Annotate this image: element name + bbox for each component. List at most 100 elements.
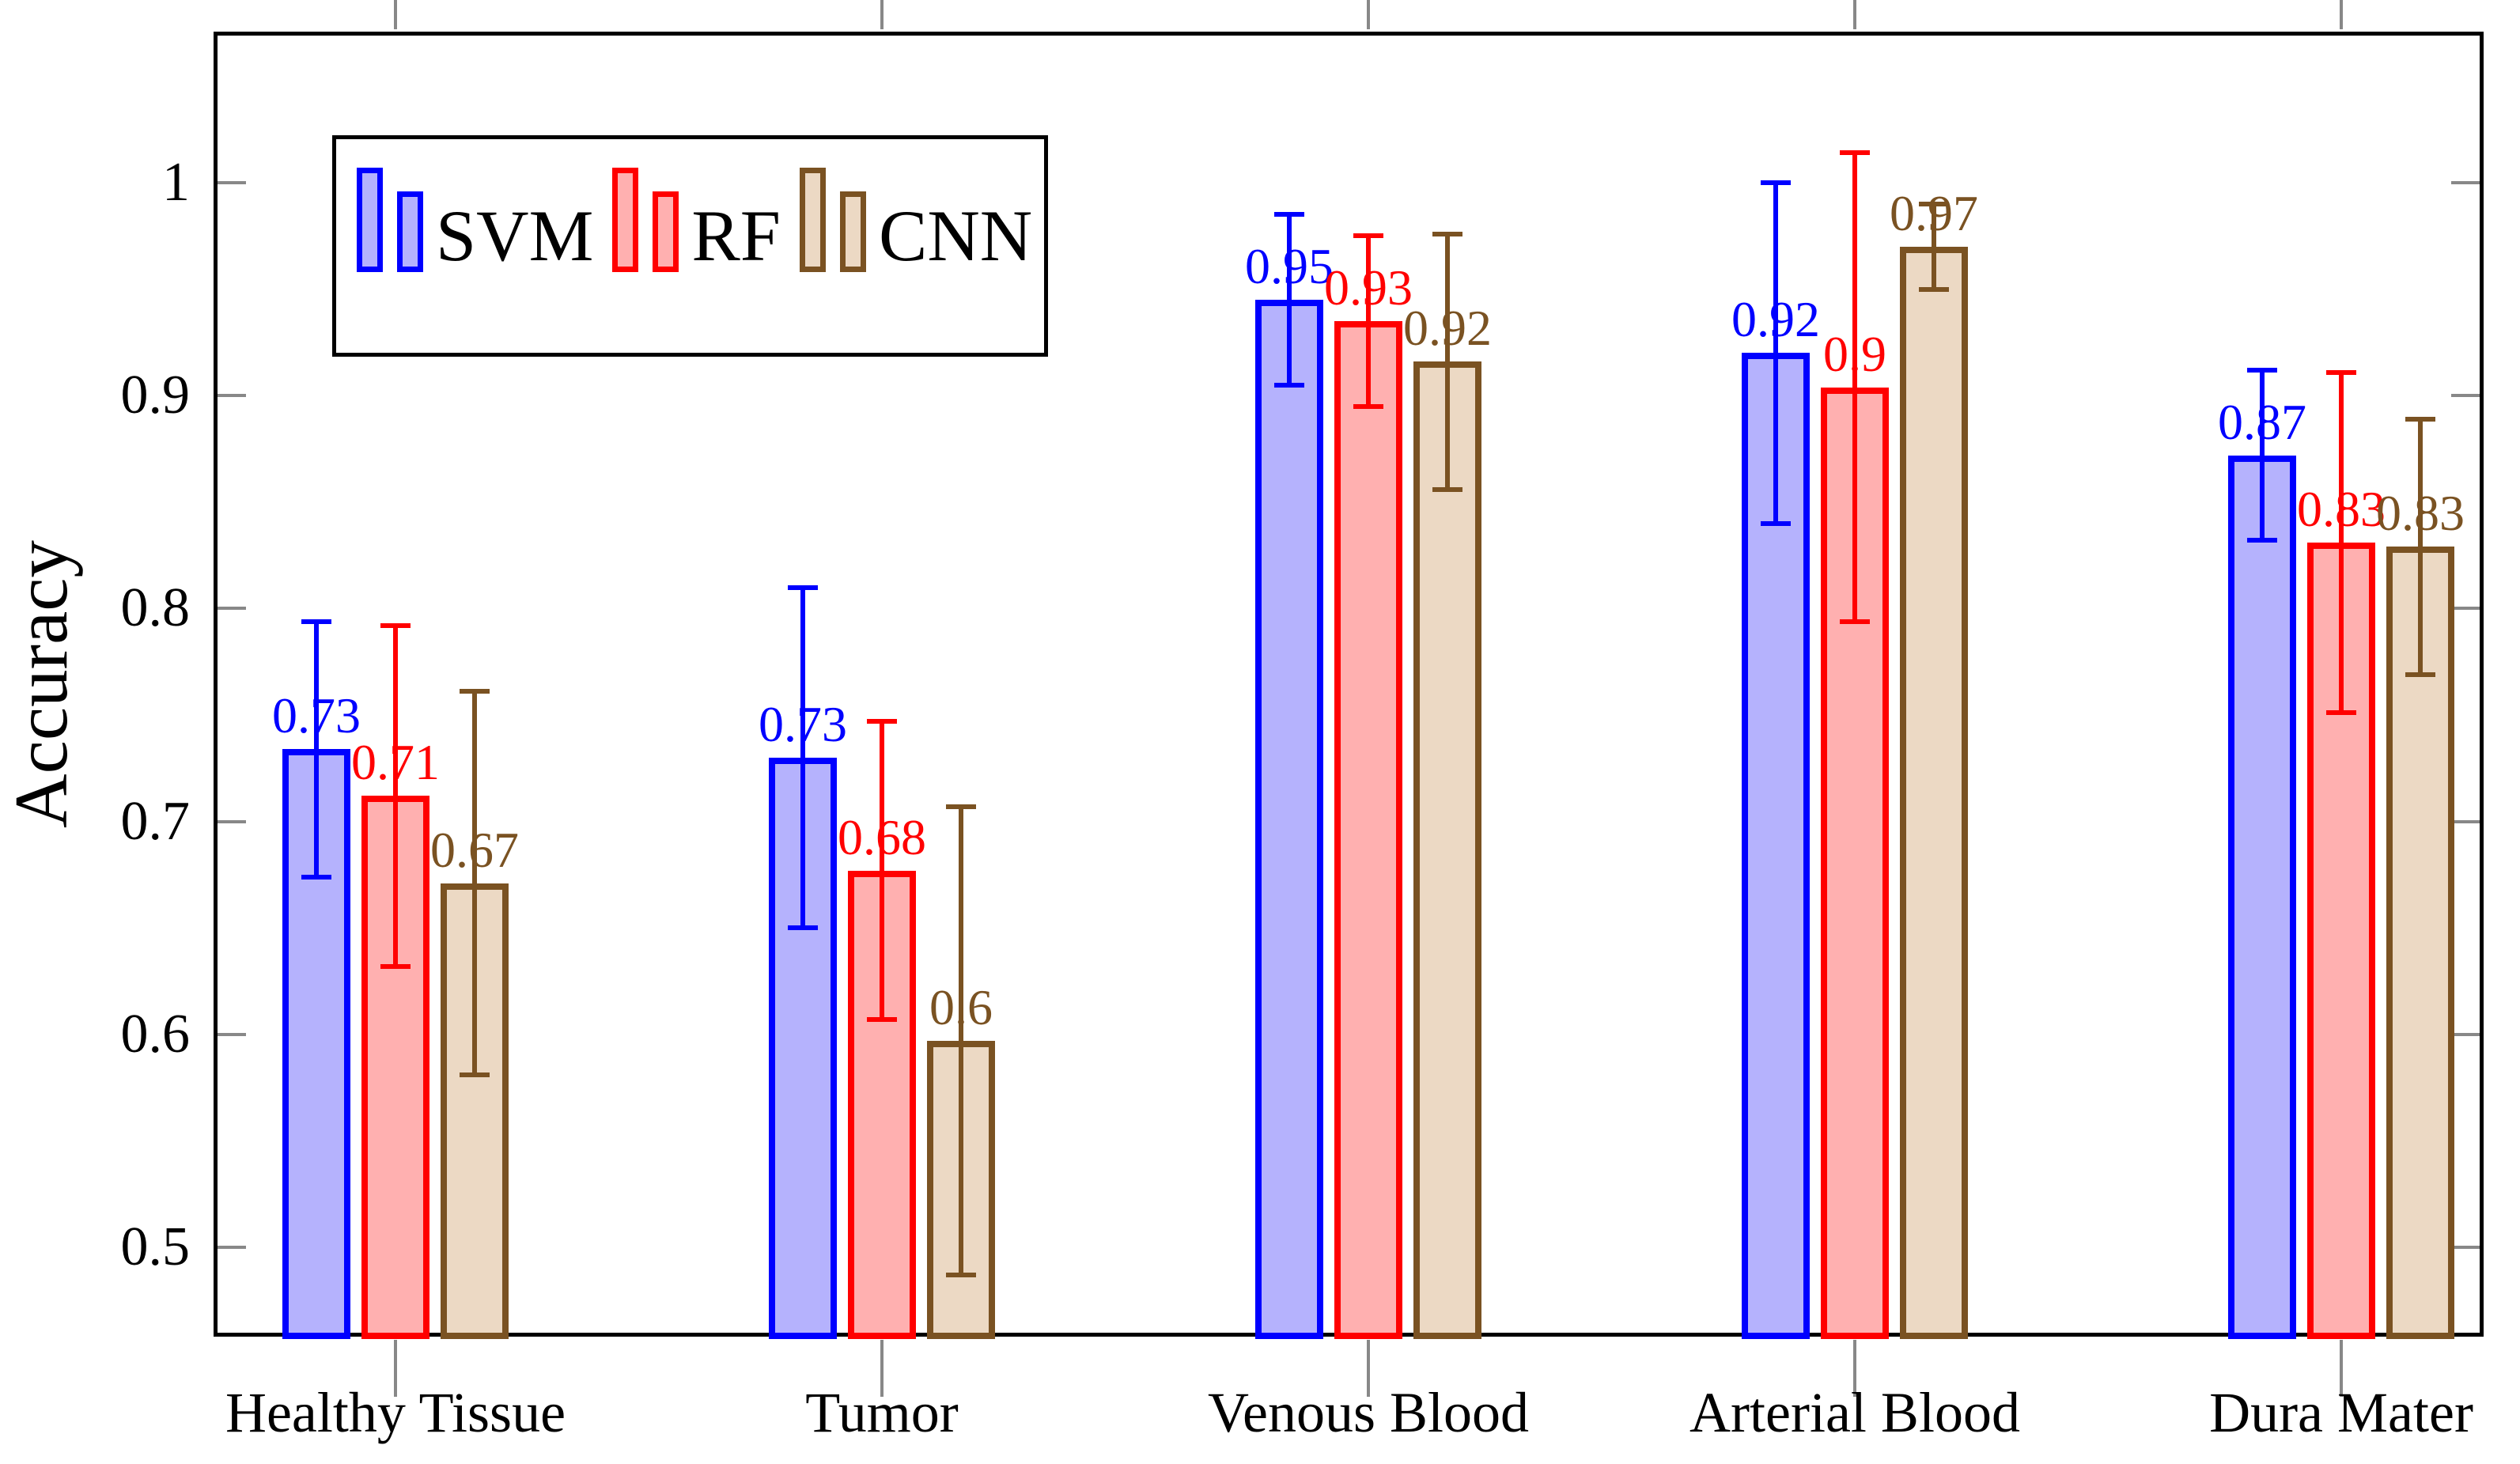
legend-item-rf: RF <box>612 168 781 272</box>
error-bar-cap-top <box>460 689 490 694</box>
value-label: 0.9 <box>1823 325 1886 382</box>
error-bar-cap-bottom <box>1919 286 1949 292</box>
error-bar-cap-top <box>1432 231 1462 236</box>
x-category-label: Arterial Blood <box>1689 1381 2020 1444</box>
y-tick-left <box>216 1245 246 1249</box>
value-label: 0.83 <box>2297 481 2386 537</box>
error-bar-cap-bottom <box>1761 520 1791 526</box>
error-bar-cap-top <box>301 619 331 624</box>
error-bar-line <box>1932 204 1936 289</box>
error-bar-cap-top <box>2405 416 2435 422</box>
legend-bar-short <box>397 191 423 272</box>
error-bar-cap-bottom <box>2247 538 2277 543</box>
legend-bar-short <box>839 191 866 272</box>
error-bar-cap-top <box>2247 367 2277 373</box>
error-bar-cap-bottom <box>867 1016 897 1022</box>
y-tick-left <box>216 607 246 611</box>
legend-item-svm: SVM <box>357 168 593 272</box>
error-bar-cap-top <box>380 622 411 628</box>
error-bar-cap-top <box>946 804 976 809</box>
error-bar-cap-bottom <box>380 963 411 969</box>
error-bar-cap-bottom <box>1274 382 1304 388</box>
y-tick-right <box>2451 394 2481 398</box>
error-bar-line <box>2418 418 2423 675</box>
error-bar-line <box>959 806 963 1275</box>
x-tick-bottom <box>394 1340 397 1397</box>
y-tick-right <box>2451 181 2481 185</box>
error-bar-cap-bottom <box>946 1272 976 1277</box>
error-bar-line <box>1287 214 1292 385</box>
legend-label: RF <box>691 195 781 276</box>
error-bar-cap-bottom <box>1432 486 1462 492</box>
legend-bar-tall <box>799 168 826 272</box>
legend-item-cnn: CNN <box>799 168 1032 272</box>
bar-rf-2 <box>1334 321 1402 1339</box>
legend: SVM RF CNN <box>332 135 1048 357</box>
error-bar-line <box>2260 369 2265 541</box>
error-bar-cap-top <box>867 719 897 724</box>
error-bar-cap-bottom <box>460 1072 490 1077</box>
value-label: 0.67 <box>430 821 519 878</box>
y-tick-label: 0.8 <box>120 577 191 639</box>
legend-label: SVM <box>436 195 594 276</box>
error-bar-cap-top <box>788 584 818 590</box>
y-tick-left <box>216 394 246 398</box>
legend-bars-icon <box>612 168 679 272</box>
value-label: 0.71 <box>351 734 440 791</box>
x-tick-bottom <box>2340 1340 2343 1397</box>
bar-svm-4 <box>2228 455 2296 1339</box>
error-bar-cap-bottom <box>788 925 818 931</box>
bar-cnn-2 <box>1413 361 1481 1339</box>
error-bar-line <box>1852 153 1857 622</box>
value-label: 0.95 <box>1245 238 1334 295</box>
bar-svm-2 <box>1255 300 1323 1339</box>
value-label: 0.73 <box>272 687 361 744</box>
bar-cnn-4 <box>2386 547 2454 1339</box>
x-tick-bottom <box>1367 1340 1370 1397</box>
value-label: 0.92 <box>1403 300 1492 357</box>
x-category-label: Venous Blood <box>1207 1381 1530 1444</box>
x-category-label: Dura Mater <box>2209 1381 2473 1444</box>
error-bar-cap-bottom <box>301 874 331 880</box>
x-tick-top <box>394 0 397 29</box>
x-tick-top <box>1853 0 1856 29</box>
legend-bar-short <box>653 191 679 272</box>
y-tick-right <box>2451 1245 2481 1249</box>
error-bar-cap-bottom <box>2326 710 2356 716</box>
error-bar-line <box>393 625 398 967</box>
y-tick-right <box>2451 819 2481 823</box>
error-bar-line <box>880 721 884 1020</box>
value-label: 0.68 <box>838 808 926 865</box>
bar-cnn-3 <box>1900 246 1968 1339</box>
x-tick-bottom <box>1853 1340 1856 1397</box>
y-tick-label: 1 <box>162 152 190 214</box>
error-bar-cap-top <box>1761 180 1791 186</box>
y-axis-title: Accuracy <box>0 540 83 828</box>
legend-bar-tall <box>357 168 383 272</box>
error-bar-cap-top <box>1840 150 1870 156</box>
y-tick-left <box>216 181 246 185</box>
error-bar-cap-bottom <box>1353 403 1383 409</box>
value-label: 0.83 <box>2376 485 2465 542</box>
y-tick-left <box>216 1032 246 1036</box>
x-category-label: Healthy Tissue <box>225 1381 566 1444</box>
y-tick-label: 0.5 <box>120 1216 191 1277</box>
error-bar-line <box>472 691 477 1075</box>
legend-bars-icon <box>357 168 423 272</box>
y-tick-label: 0.9 <box>120 365 191 426</box>
x-category-label: Tumor <box>805 1381 959 1444</box>
x-tick-top <box>2340 0 2343 29</box>
y-tick-left <box>216 819 246 823</box>
value-label: 0.87 <box>2218 393 2306 450</box>
value-label: 0.73 <box>759 695 847 752</box>
error-bar-line <box>314 621 319 877</box>
y-tick-right <box>2451 1032 2481 1036</box>
value-label: 0.6 <box>929 978 993 1035</box>
error-bar-cap-top <box>2326 369 2356 375</box>
error-bar-line <box>2339 372 2344 713</box>
error-bar-line <box>1773 183 1778 524</box>
legend-row: SVM RF CNN <box>357 168 1044 272</box>
bar-svm-3 <box>1742 353 1810 1339</box>
bar-rf-3 <box>1821 387 1889 1339</box>
